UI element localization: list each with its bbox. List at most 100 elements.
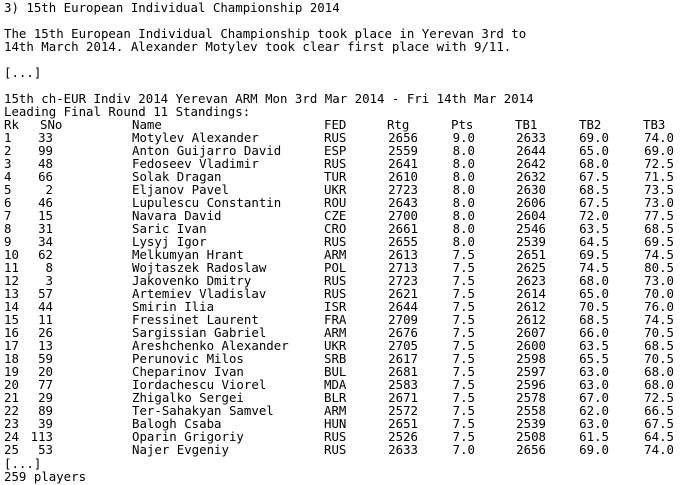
cell-sno: 11 (38, 312, 53, 327)
cell-tb3: 77.5 (644, 208, 674, 223)
table-row: 15 11 Fressinet Laurent FRA 2709 7.5 2612 68.5 7… (0, 313, 680, 326)
cell-rtg: 2613 (388, 247, 418, 262)
cell-pts: 7.5 (452, 338, 475, 353)
cell-tb1: 2614 (516, 286, 546, 301)
cell-fed: ROU (324, 195, 347, 210)
cell-rtg: 2709 (388, 312, 418, 327)
cell-fed: POL (324, 260, 347, 275)
cell-rk: 11 (4, 260, 19, 275)
cell-fed: SRB (324, 351, 347, 366)
cell-name: Motylev Alexander (132, 130, 259, 145)
cell-pts: 7.5 (452, 429, 475, 444)
cell-name: Eljanov Pavel (132, 182, 229, 197)
cell-tb2: 68.5 (579, 312, 609, 327)
cell-tb2: 64.5 (579, 234, 609, 249)
cell-tb1: 2625 (516, 260, 546, 275)
cell-tb3: 74.5 (644, 312, 674, 327)
column-header-name: Name (132, 117, 162, 132)
cell-pts: 8.0 (452, 221, 475, 236)
cell-tb3: 76.0 (644, 299, 674, 314)
cell-sno: 99 (38, 143, 53, 158)
cell-tb2: 67.5 (579, 169, 609, 184)
cell-tb3: 70.5 (644, 325, 674, 340)
table-row: 9 34 Lysyj Igor RUS 2655 8.0 2539 64.5 69.5 (0, 235, 680, 248)
cell-tb3: 74.0 (644, 442, 674, 457)
cell-name: Fedoseev Vladimir (132, 156, 259, 171)
cell-pts: 9.0 (452, 130, 475, 145)
cell-name: Saric Ivan (132, 221, 207, 236)
cell-tb1: 2606 (516, 195, 546, 210)
column-header-tb3: TB3 (643, 117, 666, 132)
standings-title: Leading Final Round 11 Standings: (4, 104, 251, 119)
cell-tb3: 66.5 (644, 403, 674, 418)
cell-sno: 57 (38, 286, 53, 301)
table-row: 6 46 Lupulescu Constantin ROU 2643 8.0 2606 67.… (0, 196, 680, 209)
cell-tb3: 74.5 (644, 247, 674, 262)
cell-tb1: 2630 (516, 182, 546, 197)
cell-pts: 7.5 (452, 273, 475, 288)
cell-tb3: 68.0 (644, 377, 674, 392)
cell-pts: 7.5 (452, 351, 475, 366)
cell-sno: 31 (38, 221, 53, 236)
cell-tb2: 72.0 (579, 208, 609, 223)
cell-sno: 53 (38, 442, 53, 457)
cell-tb1: 2633 (516, 130, 546, 145)
cell-name: Lysyj Igor (132, 234, 207, 249)
cell-tb1: 2604 (516, 208, 546, 223)
cell-fed: RUS (324, 156, 347, 171)
cell-rk: 3 (4, 156, 12, 171)
cell-tb1: 2656 (516, 442, 546, 457)
cell-fed: RUS (324, 286, 347, 301)
cell-tb3: 69.0 (644, 143, 674, 158)
cell-sno: 48 (38, 156, 53, 171)
cell-tb2: 67.0 (579, 390, 609, 405)
cell-rtg: 2559 (388, 143, 418, 158)
table-row: 4 66 Solak Dragan TUR 2610 8.0 2632 67.5 71.5 (0, 170, 680, 183)
table-row: 17 13 Areshchenko Alexander UKR 2705 7.5 2600 6… (0, 339, 680, 352)
cell-tb1: 2600 (516, 338, 546, 353)
cell-pts: 7.5 (452, 286, 475, 301)
cell-pts: 7.5 (452, 247, 475, 262)
cell-fed: ARM (324, 247, 347, 262)
cell-tb3: 69.5 (644, 234, 674, 249)
cell-fed: TUR (324, 169, 347, 184)
cell-tb2: 63.5 (579, 338, 609, 353)
cell-rk: 16 (4, 325, 19, 340)
cell-rk: 9 (4, 234, 12, 249)
cell-sno: 20 (38, 364, 53, 379)
cell-name: Balogh Csaba (132, 416, 222, 431)
cell-name: Solak Dragan (132, 169, 222, 184)
cell-rk: 23 (4, 416, 19, 431)
cell-fed: FRA (324, 312, 347, 327)
cell-sno: 113 (30, 429, 53, 444)
cell-fed: CZE (324, 208, 347, 223)
cell-rtg: 2641 (388, 156, 418, 171)
cell-pts: 8.0 (452, 234, 475, 249)
cell-tb3: 74.0 (644, 130, 674, 145)
cell-rk: 5 (4, 182, 12, 197)
cell-rk: 13 (4, 286, 19, 301)
cell-rk: 1 (4, 130, 12, 145)
cell-rtg: 2651 (388, 416, 418, 431)
cell-rtg: 2713 (388, 260, 418, 275)
cell-sno: 3 (45, 273, 53, 288)
cell-rtg: 2617 (388, 351, 418, 366)
cell-tb2: 62.0 (579, 403, 609, 418)
cell-tb2: 68.0 (579, 156, 609, 171)
cell-fed: ARM (324, 325, 347, 340)
cell-tb1: 2558 (516, 403, 546, 418)
cell-tb2: 65.5 (579, 351, 609, 366)
table-row: 22 89 Ter-Sahakyan Samvel ARM 2572 7.5 2558 62.… (0, 404, 680, 417)
cell-fed: RUS (324, 442, 347, 457)
table-row: 5 2 Eljanov Pavel UKR 2723 8.0 2630 68.5 73.5 (0, 183, 680, 196)
cell-tb3: 68.0 (644, 364, 674, 379)
cell-rk: 17 (4, 338, 19, 353)
cell-name: Iordachescu Viorel (132, 377, 267, 392)
cell-tb1: 2539 (516, 234, 546, 249)
column-header-rtg: Rtg (387, 117, 410, 132)
cell-tb1: 2632 (516, 169, 546, 184)
cell-name: Areshchenko Alexander (132, 338, 289, 353)
cell-rtg: 2526 (388, 429, 418, 444)
cell-tb3: 72.5 (644, 390, 674, 405)
